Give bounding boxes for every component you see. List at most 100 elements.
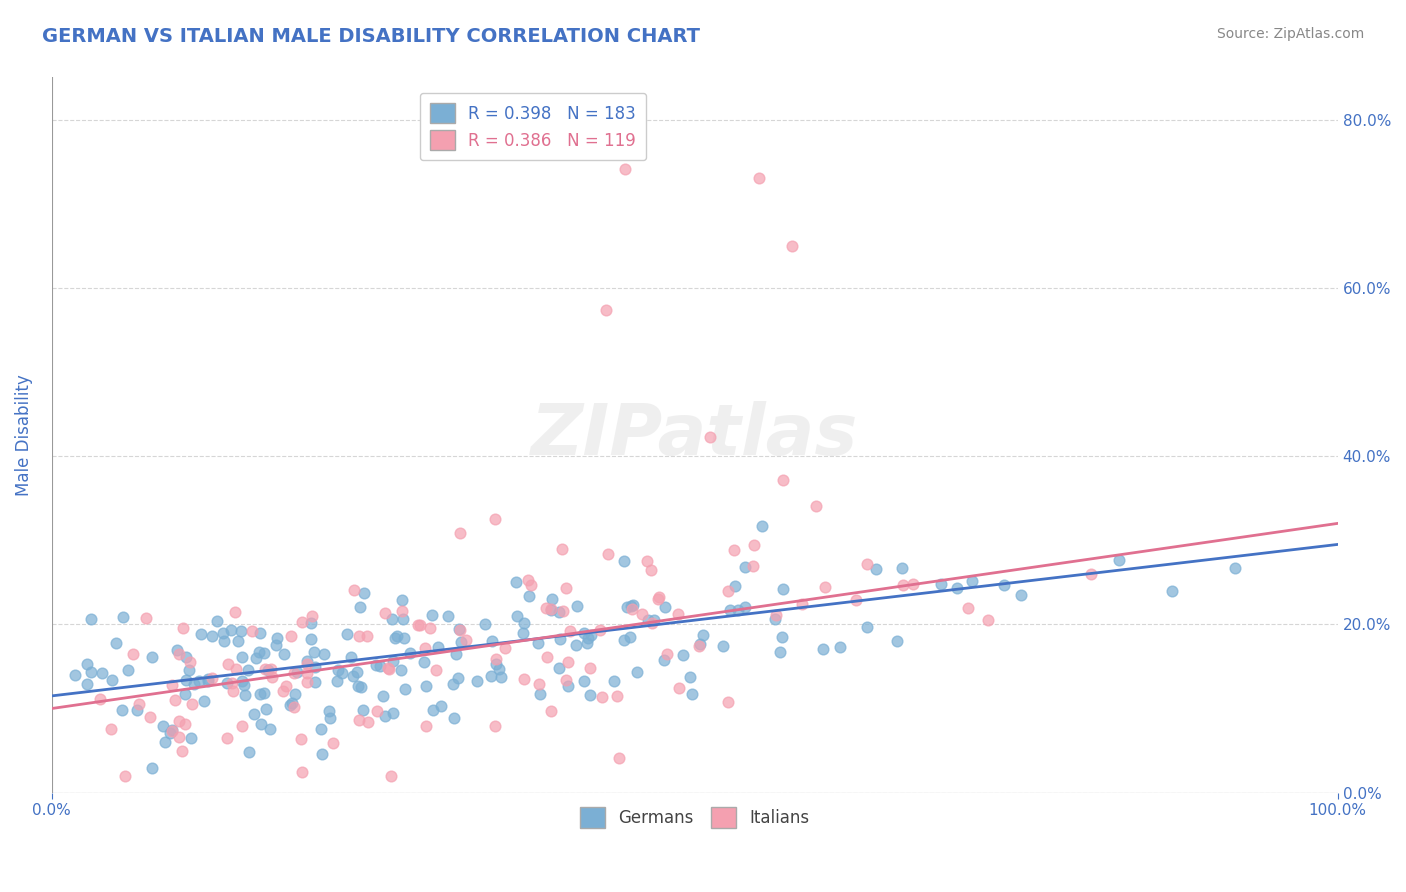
Point xyxy=(384,631,406,645)
Point xyxy=(734,560,756,574)
Point xyxy=(856,620,879,634)
Point xyxy=(484,652,506,666)
Point xyxy=(382,654,405,668)
Point xyxy=(692,628,714,642)
Point xyxy=(101,673,124,688)
Point xyxy=(249,687,271,701)
Point xyxy=(419,622,441,636)
Point xyxy=(105,636,128,650)
Point xyxy=(602,673,624,688)
Point xyxy=(238,745,260,759)
Point xyxy=(718,603,741,617)
Point xyxy=(655,647,678,661)
Point xyxy=(266,631,288,645)
Point xyxy=(441,677,464,691)
Point xyxy=(366,704,388,718)
Point xyxy=(260,662,283,676)
Point xyxy=(190,627,212,641)
Point xyxy=(276,679,298,693)
Point xyxy=(945,581,967,595)
Point xyxy=(591,690,613,704)
Point xyxy=(377,661,399,675)
Point xyxy=(319,711,342,725)
Point xyxy=(654,599,676,614)
Point xyxy=(689,637,711,651)
Point xyxy=(167,731,190,745)
Text: Source: ZipAtlas.com: Source: ZipAtlas.com xyxy=(1216,27,1364,41)
Point xyxy=(295,675,318,690)
Point xyxy=(519,578,541,592)
Point xyxy=(173,687,195,701)
Point xyxy=(357,714,380,729)
Point xyxy=(620,601,643,615)
Point xyxy=(284,687,307,701)
Point xyxy=(311,747,333,761)
Point xyxy=(125,702,148,716)
Point xyxy=(616,599,638,614)
Point xyxy=(551,604,574,618)
Point xyxy=(449,525,471,540)
Point xyxy=(328,663,350,677)
Point xyxy=(217,657,239,671)
Point xyxy=(643,614,665,628)
Point xyxy=(299,616,322,631)
Point xyxy=(427,640,450,654)
Point xyxy=(742,538,765,552)
Point xyxy=(1080,567,1102,582)
Point xyxy=(304,660,326,674)
Point xyxy=(621,598,644,612)
Point xyxy=(742,559,765,574)
Point xyxy=(484,719,506,733)
Point xyxy=(422,703,444,717)
Point xyxy=(481,633,503,648)
Point xyxy=(240,624,263,639)
Point xyxy=(197,674,219,689)
Point xyxy=(560,624,582,638)
Point xyxy=(233,678,256,692)
Point xyxy=(114,769,136,783)
Point xyxy=(245,651,267,665)
Point xyxy=(668,681,690,695)
Point xyxy=(250,716,273,731)
Point xyxy=(391,593,413,607)
Point xyxy=(1225,561,1247,575)
Point xyxy=(769,645,792,659)
Point xyxy=(527,636,550,650)
Point xyxy=(139,710,162,724)
Point xyxy=(770,630,793,644)
Point xyxy=(976,613,998,627)
Point xyxy=(280,629,302,643)
Point xyxy=(343,582,366,597)
Point xyxy=(598,547,620,561)
Point xyxy=(380,769,402,783)
Point xyxy=(613,554,636,568)
Point xyxy=(688,639,710,653)
Point xyxy=(273,647,295,661)
Point xyxy=(572,673,595,688)
Point xyxy=(80,665,103,679)
Point xyxy=(346,665,368,679)
Point xyxy=(170,744,193,758)
Point xyxy=(589,623,612,637)
Point xyxy=(576,631,599,645)
Point xyxy=(711,639,734,653)
Point xyxy=(901,577,924,591)
Legend: Germans, Italians: Germans, Italians xyxy=(574,801,815,834)
Point xyxy=(806,500,828,514)
Point xyxy=(160,723,183,737)
Point xyxy=(347,629,370,643)
Point xyxy=(845,593,868,607)
Point xyxy=(1010,588,1032,602)
Point xyxy=(153,735,176,749)
Point xyxy=(291,615,314,630)
Point xyxy=(540,602,562,616)
Point xyxy=(309,722,332,736)
Point xyxy=(285,665,308,679)
Point xyxy=(443,711,465,725)
Point xyxy=(751,518,773,533)
Point xyxy=(80,612,103,626)
Point xyxy=(512,625,534,640)
Point xyxy=(89,691,111,706)
Point xyxy=(225,662,247,676)
Point xyxy=(672,648,695,663)
